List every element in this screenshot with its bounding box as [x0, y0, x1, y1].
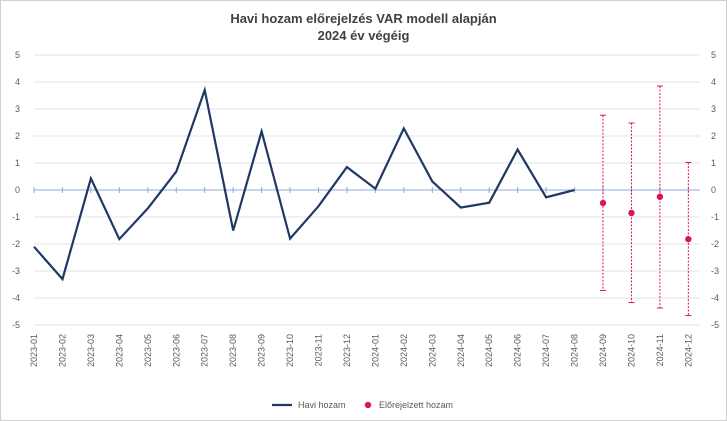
x-tick-label: 2024-01 [370, 334, 380, 367]
x-tick-label: 2023-05 [143, 334, 153, 367]
x-tick-label: 2023-07 [200, 334, 210, 367]
forecast-point [628, 209, 635, 217]
y-tick-label-right: 0 [711, 185, 716, 195]
x-tick-label: 2024-07 [541, 334, 551, 367]
chart-title-line2: 2024 év végéig [317, 28, 410, 43]
x-tick-label: 2023-03 [86, 334, 96, 367]
x-tick-label: 2024-02 [399, 334, 409, 367]
y-tick-label-left: -5 [12, 320, 20, 330]
x-tick-label: 2023-12 [342, 334, 352, 367]
y-tick-label-left: 5 [15, 50, 20, 60]
x-tick-label: 2023-04 [114, 334, 124, 367]
x-tick-label: 2023-06 [171, 334, 181, 367]
x-tick-label: 2024-12 [683, 334, 693, 367]
legend-point-marker [364, 401, 372, 409]
chart-title: Havi hozam előrejelzés VAR modell alapjá… [0, 10, 727, 44]
x-tick-label: 2024-08 [570, 334, 580, 367]
y-tick-label-right: 1 [711, 158, 716, 168]
x-tick-label: 2023-09 [257, 334, 267, 367]
legend-label-elorejelzett-hozam: Előrejelzett hozam [379, 400, 453, 410]
x-tick-label: 2024-04 [456, 334, 466, 367]
x-tick-label: 2023-08 [228, 334, 238, 367]
forecast-point [685, 235, 692, 243]
y-tick-label-right: -2 [711, 239, 719, 249]
x-tick-label: 2023-01 [29, 334, 39, 367]
x-tick-label: 2024-10 [626, 334, 636, 367]
x-tick-label: 2024-05 [484, 334, 494, 367]
x-tick-label: 2024-11 [655, 334, 665, 366]
y-tick-label-left: -1 [12, 212, 20, 222]
y-tick-label-left: 4 [15, 77, 20, 87]
forecast-point [656, 193, 664, 200]
y-tick-label-right: -3 [711, 266, 719, 276]
y-tick-label-right: 4 [711, 77, 716, 87]
series-line-havi-hozam [33, 85, 575, 282]
y-tick-label-left: -4 [12, 293, 20, 303]
y-tick-label-left: 2 [15, 131, 20, 141]
x-tick-label: 2024-06 [513, 334, 523, 367]
x-tick-label: 2024-09 [598, 334, 608, 367]
forecast-point [599, 199, 607, 207]
y-tick-label-left: -3 [12, 266, 20, 276]
chart-title-line1: Havi hozam előrejelzés VAR modell alapjá… [230, 11, 497, 26]
y-tick-label-right: 5 [711, 50, 716, 60]
y-tick-label-left: -2 [12, 239, 20, 249]
legend-label-havi-hozam: Havi hozam [298, 400, 346, 410]
y-tick-label-left: 3 [15, 104, 20, 114]
y-tick-label-right: 3 [711, 104, 716, 114]
y-tick-label-right: -5 [711, 320, 719, 330]
y-tick-label-right: 2 [711, 131, 716, 141]
y-tick-label-left: 1 [15, 158, 20, 168]
x-tick-label: 2024-03 [427, 334, 437, 367]
y-tick-label-right: -4 [711, 293, 719, 303]
y-tick-label-left: 0 [15, 185, 20, 195]
y-tick-label-right: -1 [711, 212, 719, 222]
x-tick-label: 2023-10 [285, 334, 295, 367]
x-tick-label: 2023-02 [57, 334, 67, 367]
x-tick-label: 2023-11 [314, 334, 324, 366]
